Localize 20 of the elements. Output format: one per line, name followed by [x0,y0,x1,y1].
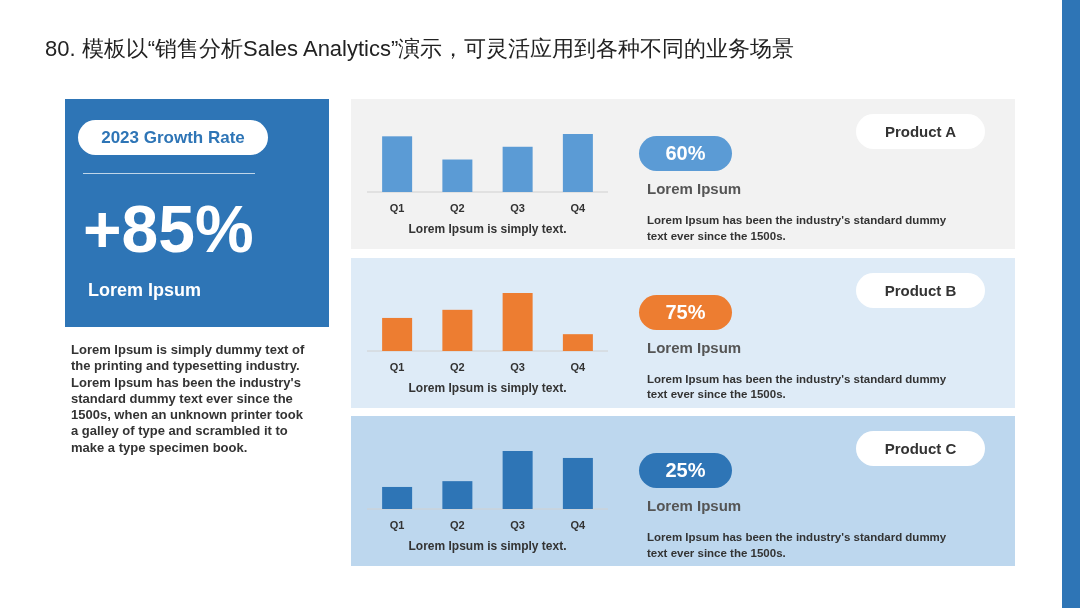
annotation: 75% [639,294,732,330]
subtitle: 2023 Growth Rate [78,120,268,155]
annotation: Lorem Ipsum has been the industry's standard dummy text ever since the 1500s. [647,213,947,244]
title: 80. 模板以“销售分析Sales Analytics”演示，可灵活应用到各种不同的业务场景 [45,35,795,63]
annotation: Lorem Ipsum [647,180,742,197]
annotation: Lorem Ipsum has been the industry's standard dummy text ever since the 1500s. [647,530,947,561]
annotation: Product C [856,431,985,466]
xlabel: Lorem Ipsum is simply text. [407,380,568,395]
annotation: Lorem Ipsum [88,280,202,301]
xlabel: Lorem Ipsum is simply text. [407,222,568,236]
annotation: Product B [856,272,985,308]
annotation: 25% [639,453,732,488]
annotation: 60% [639,136,732,171]
annotation: Lorem Ipsum [647,497,742,514]
annotation: +85% [83,191,254,267]
annotation: Product A [856,114,985,149]
xlabel: Lorem Ipsum is simply text. [407,539,568,553]
annotation: Lorem Ipsum has been the industry's standard dummy text ever since the 1500s. [647,371,947,402]
annotation: Lorem Ipsum [647,338,742,356]
annotation: Lorem Ipsum is simply dummy text of the printing and typesetting industry. Lorem Ipsum has been the industry's standard dummy text ever since the 1500s, when an unknown printer took a galley of type and scrambled it to make a type specimen book. [71,342,306,457]
